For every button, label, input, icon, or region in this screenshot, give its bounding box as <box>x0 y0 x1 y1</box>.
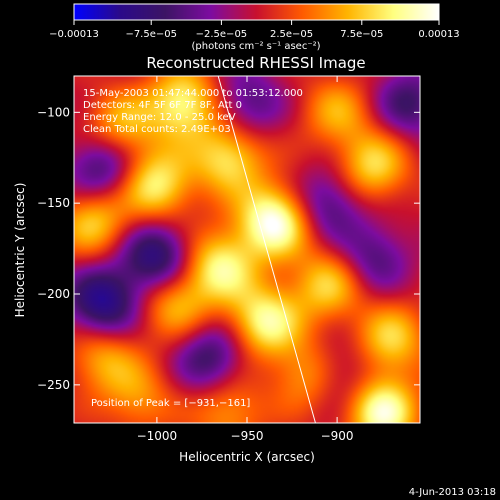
date-stamp: 4-Jun-2013 03:18 <box>409 487 496 498</box>
colorbar-ticks: −0.00013 −7.5e−05 −2.5e−05 2.5e−05 7.5e−05 0.… <box>49 20 460 40</box>
colorbar-tick-label: −2.5e−05 <box>196 29 248 40</box>
y-tick-label: −250 <box>37 378 70 392</box>
solar-limb-line <box>217 76 316 423</box>
colorbar-tick-label: 0.00013 <box>418 29 459 40</box>
colorbar-tick-label: −0.00013 <box>49 29 99 40</box>
peak-position-label: Position of Peak = [−931,−161] <box>91 398 250 409</box>
y-axis-label: Heliocentric Y (arcsec) <box>13 183 27 318</box>
y-tick-label: −100 <box>37 105 70 119</box>
colorbar-tick-label: 2.5e−05 <box>270 29 313 40</box>
chart-title: Reconstructed RHESSI Image <box>146 54 365 72</box>
annotation-detectors: Detectors: 4F 5F 6F 7F 8F, Att 0 <box>83 100 242 111</box>
heatmap-image <box>74 76 420 423</box>
annotation-counts: Clean Total counts: 2.49E+03 <box>83 124 231 135</box>
x-tick-label: −1000 <box>137 429 178 443</box>
colorbar-tick-label: −7.5e−05 <box>125 29 177 40</box>
y-tick-label: −150 <box>37 196 70 210</box>
x-tick-label: −900 <box>321 429 354 443</box>
x-axis-label: Heliocentric X (arcsec) <box>179 450 315 464</box>
colorbar-tick-label: 7.5e−05 <box>340 29 383 40</box>
x-axis-ticks: −1000 −950 −900 <box>137 76 354 443</box>
colorbar <box>73 3 440 21</box>
annotation-time: 15-May-2003 01:47:44.000 to 01:53:12.000 <box>83 88 303 99</box>
annotation-energy: Energy Range: 12.0 - 25.0 keV <box>83 112 236 123</box>
colorbar-unit-label: (photons cm⁻² s⁻¹ asec⁻²) <box>191 41 320 52</box>
x-tick-label: −950 <box>231 429 264 443</box>
y-tick-label: −200 <box>37 287 70 301</box>
annotation-block: 15-May-2003 01:47:44.000 to 01:53:12.000… <box>83 88 303 135</box>
y-axis-ticks: −100 −150 −200 −250 <box>37 105 420 392</box>
